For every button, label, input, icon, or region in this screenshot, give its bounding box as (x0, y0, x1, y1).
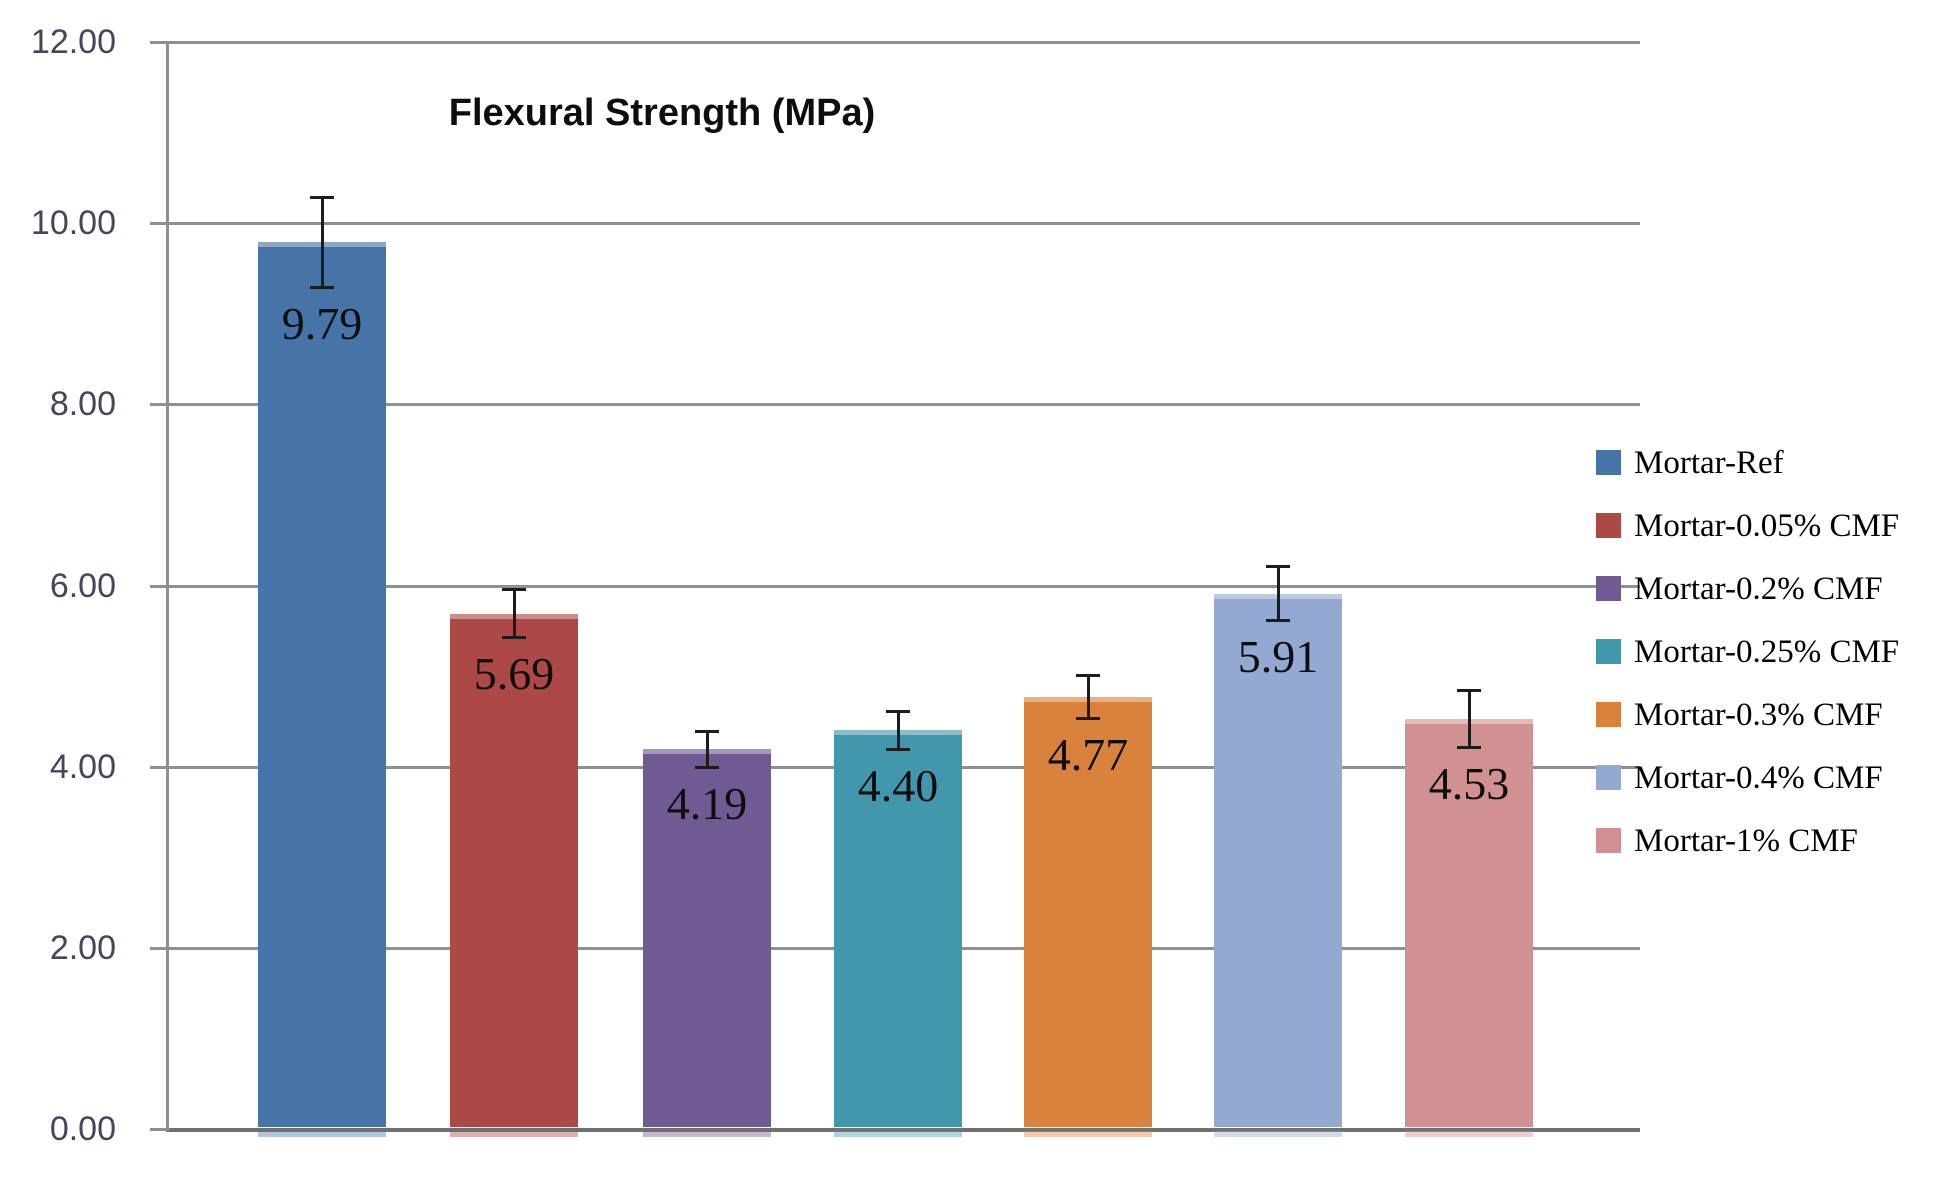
error-bar-bottom-cap (310, 285, 334, 289)
legend-item: Mortar-Ref (1596, 446, 1930, 480)
bar-foot (834, 1131, 962, 1137)
legend-item: Mortar-0.25% CMF (1596, 635, 1930, 669)
bar-foot (1214, 1131, 1342, 1137)
chart-title: Flexural Strength (MPa) (448, 92, 876, 134)
error-bar-top-cap (886, 709, 910, 713)
error-bar-line (1086, 675, 1090, 719)
y-tick-label: 6.00 (49, 566, 116, 605)
bar-foot (258, 1131, 386, 1137)
error-bar-top-cap (310, 195, 334, 199)
error-bar-line (705, 731, 709, 768)
legend-item: Mortar-1% CMF (1596, 824, 1930, 858)
error-bar-line (320, 196, 324, 288)
legend-swatch-icon (1596, 639, 1621, 664)
error-bar-top-cap (502, 588, 526, 592)
bar-Mortar-0.4% CMF (1214, 593, 1342, 1127)
legend-label: Mortar-Ref (1634, 445, 1784, 481)
error-bar-top-cap (1266, 565, 1290, 569)
error-bar-top-cap (695, 730, 719, 734)
error-bar-line (1276, 566, 1280, 621)
bar-Mortar-0.3% CMF (1024, 696, 1152, 1127)
legend-label: Mortar-0.4% CMF (1634, 760, 1883, 796)
y-tick-label: 12.00 (30, 23, 116, 62)
legend-swatch-icon (1596, 576, 1621, 601)
x-axis-line (166, 1128, 1640, 1132)
bar-value-label: 9.79 (281, 297, 363, 349)
bar-value-label: 4.40 (857, 760, 939, 812)
bar-Mortar-0.05% CMF (450, 613, 578, 1127)
bar-foot (1405, 1131, 1533, 1137)
bar-value-label: 4.53 (1428, 757, 1510, 809)
legend-item: Mortar-0.2% CMF (1596, 572, 1930, 606)
legend-label: Mortar-0.2% CMF (1634, 571, 1883, 607)
gridline (166, 403, 1640, 407)
legend-item: Mortar-0.05% CMF (1596, 509, 1930, 543)
error-bar-top-cap (1076, 674, 1100, 678)
bar-foot (643, 1131, 771, 1137)
y-axis-line (166, 42, 169, 1131)
y-tick-label: 10.00 (30, 204, 116, 243)
bar-foot (1024, 1131, 1152, 1137)
y-tick-label: 4.00 (49, 747, 116, 786)
error-bar-line (896, 710, 900, 751)
legend-item: Mortar-0.3% CMF (1596, 698, 1930, 732)
y-axis-tick (150, 765, 168, 769)
gridline (166, 41, 1640, 45)
error-bar-line (512, 589, 516, 639)
error-bar-top-cap (1457, 688, 1481, 692)
error-bar-bottom-cap (1266, 618, 1290, 622)
bar-foot (450, 1131, 578, 1137)
legend-item: Mortar-0.4% CMF (1596, 761, 1930, 795)
error-bar-bottom-cap (695, 765, 719, 769)
error-bar-bottom-cap (1076, 716, 1100, 720)
legend-swatch-icon (1596, 513, 1621, 538)
y-axis-tick (150, 403, 168, 407)
bar-value-label: 4.77 (1047, 728, 1129, 780)
error-bar-bottom-cap (886, 748, 910, 752)
y-tick-label: 0.00 (49, 1110, 116, 1148)
bar-value-label: 5.91 (1237, 630, 1319, 682)
bar-value-label: 4.19 (666, 777, 748, 829)
y-axis-tick (150, 1128, 168, 1131)
legend-label: Mortar-0.3% CMF (1634, 697, 1883, 733)
error-bar-line (1467, 689, 1471, 748)
legend-swatch-icon (1596, 765, 1621, 790)
y-axis-tick (150, 222, 168, 226)
gridline (166, 584, 1640, 588)
gridline (166, 222, 1640, 226)
y-axis-tick (150, 41, 168, 45)
y-axis-tick (150, 946, 168, 950)
legend-label: Mortar-1% CMF (1634, 823, 1858, 859)
error-bar-bottom-cap (502, 636, 526, 640)
y-tick-label: 8.00 (49, 385, 116, 424)
y-axis-tick (150, 584, 168, 588)
bar-Mortar-Ref (258, 242, 386, 1127)
legend-label: Mortar-0.05% CMF (1634, 508, 1900, 544)
bar-value-label: 5.69 (473, 648, 555, 700)
bar-Mortar-1% CMF (1405, 718, 1533, 1127)
legend-swatch-icon (1596, 702, 1621, 727)
legend-label: Mortar-0.25% CMF (1634, 634, 1900, 670)
error-bar-bottom-cap (1457, 745, 1481, 749)
y-tick-label: 2.00 (49, 928, 116, 967)
legend-swatch-icon (1596, 450, 1621, 475)
legend-swatch-icon (1596, 828, 1621, 853)
